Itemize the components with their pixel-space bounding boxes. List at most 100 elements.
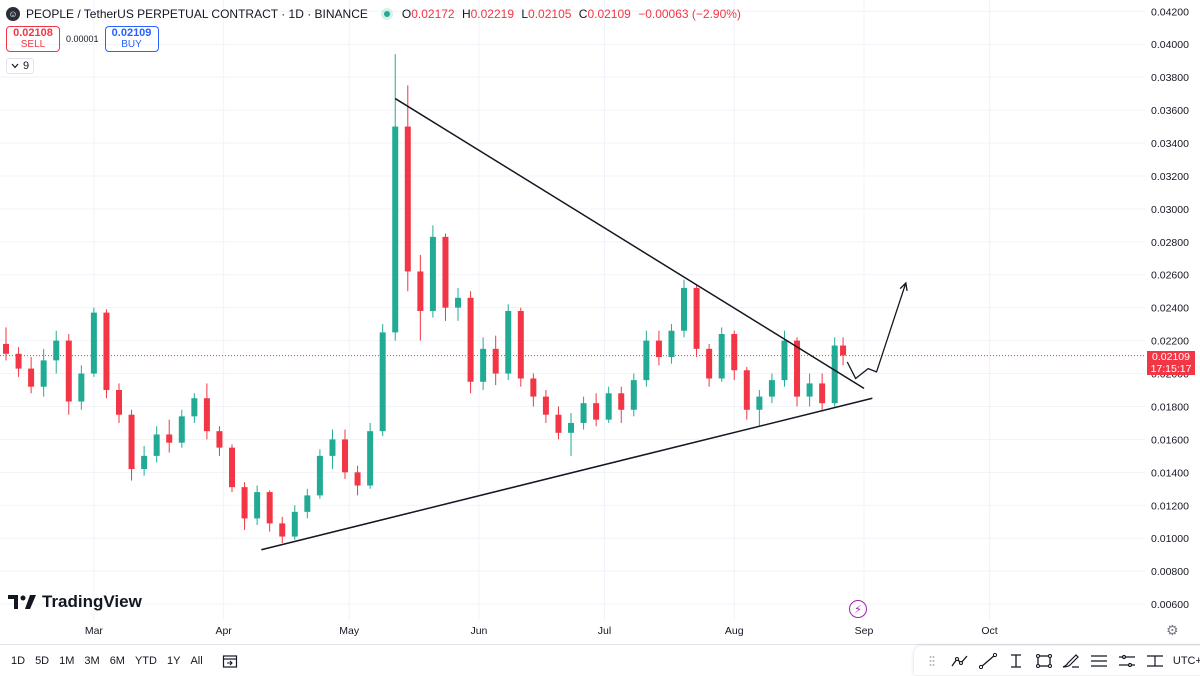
candle[interactable]	[254, 485, 261, 526]
candle[interactable]	[731, 330, 738, 381]
candle[interactable]	[392, 54, 399, 341]
timeframe-ytd[interactable]: YTD	[134, 654, 157, 667]
candle[interactable]	[831, 337, 838, 407]
candle[interactable]	[819, 373, 826, 410]
candle[interactable]	[128, 409, 135, 481]
pattern-tool-icon[interactable]	[950, 650, 970, 672]
candle[interactable]	[15, 347, 22, 377]
candle[interactable]	[329, 429, 336, 470]
timeframe-5d[interactable]: 5D	[35, 654, 50, 667]
candle[interactable]	[279, 516, 286, 544]
candle[interactable]	[840, 337, 847, 366]
candle[interactable]	[693, 284, 700, 358]
candle[interactable]	[103, 309, 110, 399]
candle[interactable]	[794, 337, 801, 407]
candle[interactable]	[542, 390, 549, 423]
candle[interactable]	[580, 396, 587, 430]
tradingview-logo[interactable]: TradingView	[8, 592, 142, 612]
timeframe-1m[interactable]: 1M	[59, 654, 75, 667]
candle[interactable]	[442, 233, 449, 321]
candle[interactable]	[530, 373, 537, 407]
candle[interactable]	[417, 254, 424, 341]
candle[interactable]	[768, 373, 775, 404]
candle[interactable]	[806, 373, 813, 407]
symbol-title[interactable]: PEOPLE / TetherUS PERPETUAL CONTRACT · 1…	[26, 7, 368, 21]
candle[interactable]	[429, 225, 436, 318]
candle[interactable]	[593, 393, 600, 427]
candle[interactable]	[517, 307, 524, 387]
candle[interactable]	[756, 390, 763, 427]
candle[interactable]	[354, 465, 361, 496]
candle[interactable]	[743, 366, 750, 420]
candle[interactable]	[90, 307, 97, 377]
fib-retracement-tool-icon[interactable]	[1089, 650, 1109, 672]
ascending-support-trendline[interactable]	[261, 397, 873, 551]
candle[interactable]	[178, 409, 185, 448]
candle[interactable]	[643, 330, 650, 387]
candle[interactable]	[53, 330, 60, 374]
text-cursor-tool-icon[interactable]	[1006, 650, 1026, 672]
candle[interactable]	[367, 422, 374, 489]
candle[interactable]	[467, 291, 474, 394]
sell-button[interactable]: 0.02108 SELL	[6, 26, 60, 52]
price-chart[interactable]: 0.04200 0.04000 0.03800 0.03600 0.03400 0.032…	[0, 0, 1200, 644]
candle-body	[304, 495, 311, 512]
timeframe-6m[interactable]: 6M	[109, 654, 125, 667]
candle[interactable]	[40, 348, 47, 397]
candle[interactable]	[229, 444, 236, 493]
indicators-toggle[interactable]: 9	[6, 58, 35, 74]
candle-body	[580, 403, 587, 423]
trend-line-tool-icon[interactable]	[978, 650, 998, 672]
candle[interactable]	[681, 279, 688, 338]
candle[interactable]	[706, 343, 713, 387]
candle[interactable]	[291, 505, 298, 540]
candle[interactable]	[153, 426, 160, 463]
candle[interactable]	[304, 488, 311, 519]
timeframe-all[interactable]: All	[190, 654, 203, 667]
candle[interactable]	[668, 324, 675, 364]
measure-tool-icon[interactable]	[1117, 650, 1137, 672]
candle[interactable]	[316, 449, 323, 499]
candle[interactable]	[203, 383, 210, 440]
candle[interactable]	[618, 386, 625, 423]
brush-tool-icon[interactable]	[1061, 650, 1081, 672]
candle[interactable]	[555, 406, 562, 440]
rectangle-tool-icon[interactable]	[1034, 650, 1054, 672]
candle[interactable]	[78, 365, 85, 410]
candle[interactable]	[630, 373, 637, 417]
gear-icon[interactable]: ⚙	[1166, 622, 1179, 638]
bolt-icon[interactable]: ⚡	[849, 600, 867, 618]
drag-handle-icon[interactable]	[922, 650, 942, 672]
ruler-tool-icon[interactable]	[1145, 650, 1165, 672]
candle[interactable]	[605, 386, 612, 423]
candle[interactable]	[65, 334, 72, 415]
timeframe-1d[interactable]: 1D	[11, 654, 26, 667]
candle[interactable]	[166, 419, 173, 453]
candle[interactable]	[116, 383, 123, 423]
timeframe-1y[interactable]: 1Y	[166, 654, 181, 667]
symbol-logo-icon[interactable]: ☺	[6, 7, 20, 21]
timeframe-3m[interactable]: 3M	[84, 654, 100, 667]
candle[interactable]	[492, 335, 499, 386]
candle[interactable]	[718, 327, 725, 382]
candle[interactable]	[655, 330, 662, 366]
candle[interactable]	[241, 482, 248, 530]
candle[interactable]	[191, 393, 198, 423]
candle[interactable]	[266, 490, 273, 532]
timezone-label[interactable]: UTC+6	[1172, 654, 1200, 667]
candle[interactable]	[455, 287, 462, 321]
candle[interactable]	[505, 304, 512, 381]
projection-path[interactable]	[846, 282, 907, 380]
candle[interactable]	[3, 327, 9, 361]
date-range-calendar-icon[interactable]	[222, 654, 238, 668]
candle[interactable]	[379, 324, 386, 437]
descending-resistance-trendline[interactable]	[394, 97, 865, 389]
candle[interactable]	[141, 445, 148, 476]
candle[interactable]	[404, 85, 411, 292]
candle[interactable]	[216, 426, 223, 456]
buy-button[interactable]: 0.02109 BUY	[104, 26, 159, 52]
candle[interactable]	[342, 429, 349, 479]
candle[interactable]	[28, 357, 35, 394]
candle[interactable]	[480, 337, 487, 391]
candle[interactable]	[568, 413, 575, 456]
